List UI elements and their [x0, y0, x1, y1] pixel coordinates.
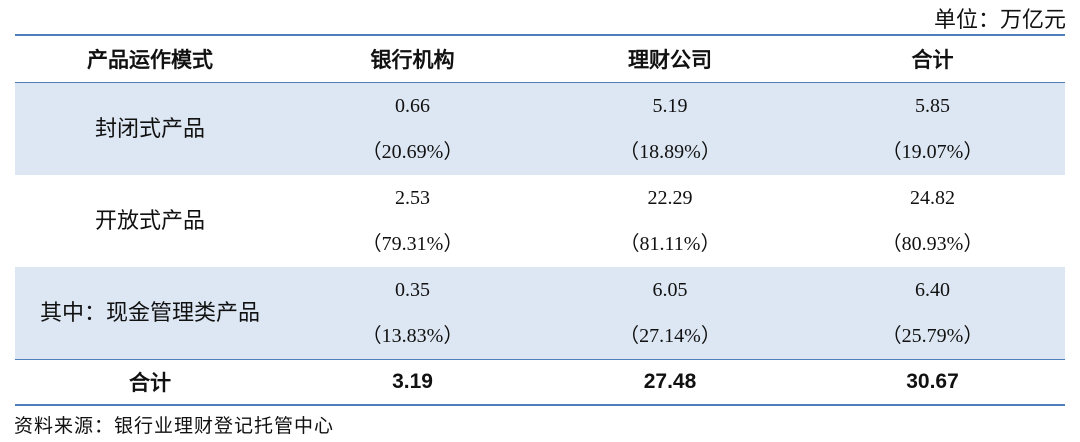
- row-label: 其中：现金管理类产品: [15, 267, 285, 360]
- cell-value: 0.66: [395, 95, 430, 117]
- total-cell: 27.48: [540, 359, 800, 405]
- table-cell: 6.40 （25.79%）: [800, 267, 1065, 360]
- table-row: 开放式产品 2.53 （79.31%） 22.29 （81.11%） 24.82 （80.9…: [15, 175, 1065, 267]
- table-cell: 5.19 （18.89%）: [540, 82, 800, 175]
- cell-value: 0.35: [395, 279, 430, 301]
- table-cell: 6.05 （27.14%）: [540, 267, 800, 360]
- row-label: 封闭式产品: [15, 82, 285, 175]
- cell-value: 5.85: [915, 95, 950, 117]
- total-cell: 3.19: [285, 359, 540, 405]
- header-cell: 银行机构: [285, 35, 540, 83]
- table-row: 封闭式产品 0.66 （20.69%） 5.19 （18.89%） 5.85 （19.07%…: [15, 82, 1065, 175]
- total-cell: 30.67: [800, 359, 1065, 405]
- cell-share: （20.69%）: [361, 141, 464, 163]
- cell-value: 5.19: [652, 95, 688, 117]
- table-cell: 24.82 （80.93%）: [800, 175, 1065, 267]
- table-cell: 0.35 （13.83%）: [285, 267, 540, 360]
- cell-share: （27.14%）: [619, 325, 721, 347]
- total-cell: 合计: [15, 359, 285, 405]
- header-row: 产品运作模式 银行机构 理财公司 合计: [15, 35, 1065, 83]
- table-cell: 0.66 （20.69%）: [285, 82, 540, 175]
- cell-value: 24.82: [910, 187, 955, 209]
- table-cell: 2.53 （79.31%）: [285, 175, 540, 267]
- total-row: 合计 3.19 27.48 30.67: [15, 359, 1065, 405]
- cell-share: （80.93%）: [881, 233, 984, 255]
- cell-share: （25.79%）: [881, 325, 984, 347]
- table-cell: 22.29 （81.11%）: [540, 175, 800, 267]
- data-table: 产品运作模式 银行机构 理财公司 合计 封闭式产品 0.66 （20.69%） 5.19 （1…: [15, 34, 1065, 406]
- cell-value: 6.40: [915, 279, 950, 301]
- cell-value: 22.29: [647, 187, 693, 209]
- header-cell: 合计: [800, 35, 1065, 83]
- unit-label: 单位：万亿元: [933, 7, 1066, 32]
- source-note: 资料来源：银行业理财登记托管中心: [14, 415, 335, 437]
- cell-share: （81.11%）: [619, 233, 721, 255]
- cell-share: （79.31%）: [361, 233, 464, 255]
- cell-share: （13.83%）: [361, 325, 464, 347]
- cell-share: （19.07%）: [881, 141, 984, 163]
- header-cell: 产品运作模式: [15, 35, 285, 83]
- row-label: 开放式产品: [94, 208, 205, 233]
- cell-share: （18.89%）: [619, 141, 721, 163]
- table-row: 其中：现金管理类产品 0.35 （13.83%） 6.05 （27.14%） 6.40 （2…: [15, 267, 1065, 360]
- cell-value: 2.53: [395, 187, 430, 209]
- cell-value: 6.05: [652, 279, 688, 301]
- header-cell: 理财公司: [540, 35, 800, 83]
- table-body: 封闭式产品 0.66 （20.69%） 5.19 （18.89%） 5.85 （19.07%…: [15, 82, 1065, 405]
- table-cell: 5.85 （19.07%）: [800, 82, 1065, 175]
